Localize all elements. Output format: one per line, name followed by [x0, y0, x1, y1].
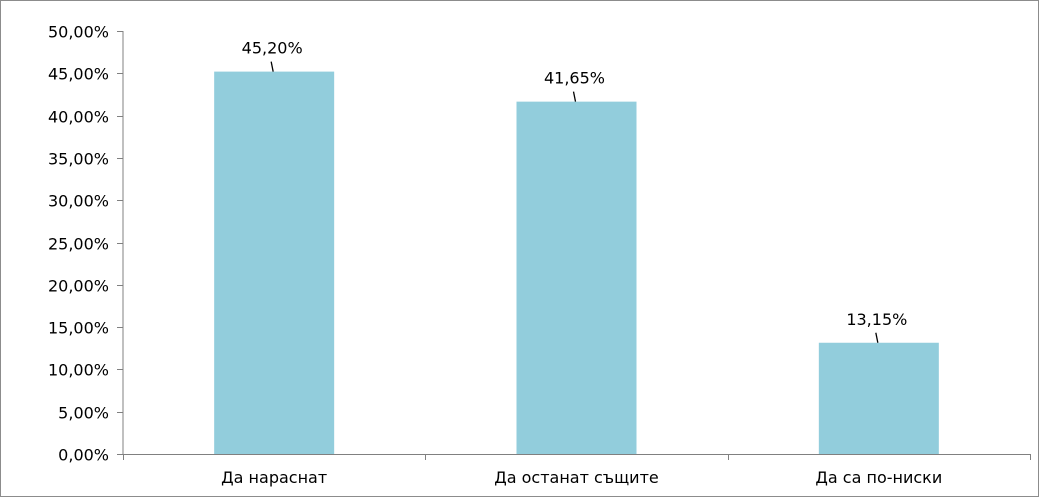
- x-tick-label: Да нараснат: [221, 468, 327, 487]
- y-tick-label: 40,00%: [48, 108, 109, 127]
- data-label-leader: [875, 332, 879, 343]
- y-axis: 0,00% 5,00% 10,00% 15,00% 20,00% 25,00% 30,00%…: [48, 23, 124, 465]
- data-label: 41,65%: [544, 69, 605, 88]
- y-tick-label: 15,00%: [48, 319, 109, 338]
- y-tick-label: 25,00%: [48, 235, 109, 254]
- y-tick-label: 5,00%: [58, 404, 109, 423]
- data-label: 13,15%: [846, 310, 907, 329]
- data-labels: 45,20% 41,65% 13,15%: [242, 39, 907, 343]
- bar: [818, 342, 939, 454]
- bar: [516, 101, 637, 455]
- y-tick-label: 45,00%: [48, 65, 109, 84]
- x-tick-label: Да са по-ниски: [815, 468, 942, 487]
- y-tick-label: 0,00%: [58, 446, 109, 465]
- data-label: 45,20%: [242, 39, 303, 58]
- data-label-leader: [270, 61, 274, 72]
- x-tick-label: Да останат същите: [494, 468, 659, 487]
- x-axis: Да нараснат Да останат същите Да са по-нис…: [123, 454, 1031, 487]
- y-tick-label: 50,00%: [48, 23, 109, 42]
- data-label-leader: [572, 91, 577, 102]
- bars: [214, 71, 939, 455]
- bar: [214, 71, 335, 454]
- y-tick-label: 20,00%: [48, 277, 109, 296]
- y-tick-label: 35,00%: [48, 150, 109, 169]
- y-tick-label: 10,00%: [48, 361, 109, 380]
- y-tick-label: 30,00%: [48, 192, 109, 211]
